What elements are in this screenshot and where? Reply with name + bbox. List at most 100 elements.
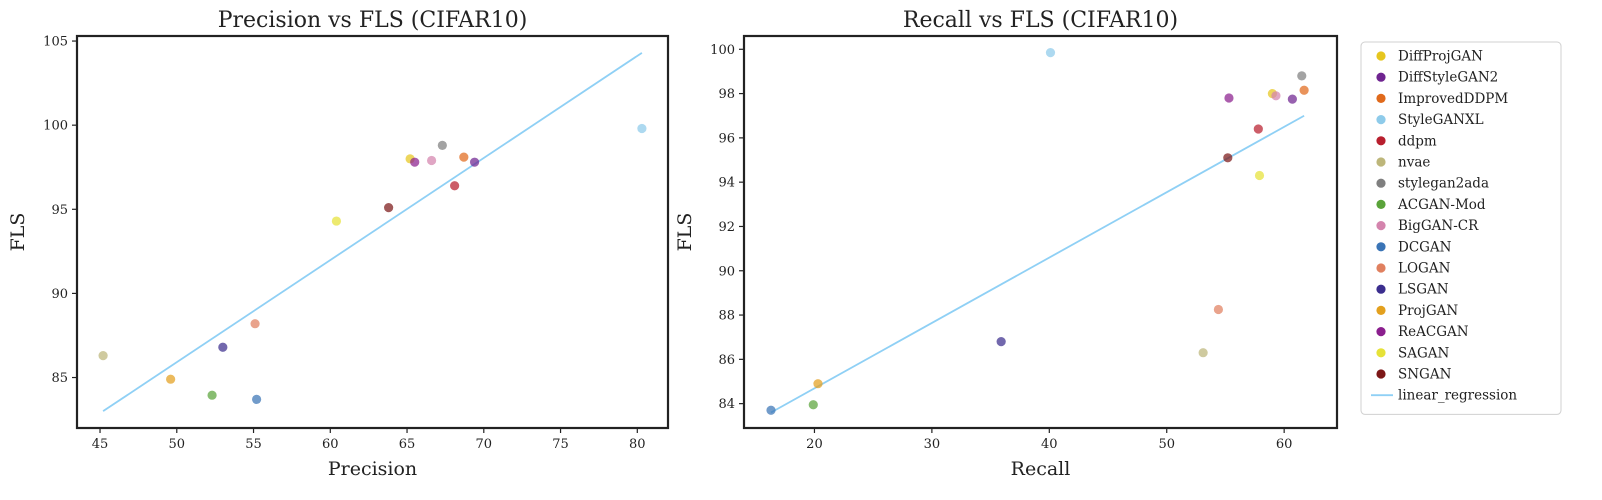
- legend-marker: [1376, 178, 1386, 188]
- x-tick-label: 55: [245, 437, 262, 452]
- legend-label: ddpm: [1398, 133, 1437, 149]
- point-projgan: [166, 374, 176, 384]
- legend-marker: [1376, 115, 1386, 125]
- legend-label: DiffStyleGAN2: [1398, 70, 1498, 86]
- x-tick-label: 75: [552, 437, 569, 452]
- legend-label: ReACGAN: [1398, 324, 1469, 340]
- legend-label: linear_regression: [1398, 388, 1517, 404]
- point-dcgan: [252, 394, 262, 404]
- legend-box: [1360, 41, 1562, 415]
- point-lsgan: [996, 337, 1006, 347]
- y-tick-label: 88: [718, 309, 735, 324]
- chart-panel-2: 20 30 40 50 60 84 86 88 90 92 94 96 98 100 Recall vs F…: [674, 8, 1339, 480]
- legend-label: LOGAN: [1398, 261, 1451, 277]
- point-improvedddpm: [459, 152, 469, 162]
- legend-marker: [1376, 284, 1386, 294]
- x-tick-label: 50: [1158, 437, 1175, 452]
- legend-label: nvae: [1398, 155, 1430, 171]
- y-tick-label: 85: [51, 371, 68, 386]
- point-lsgan: [218, 342, 228, 352]
- y-tick-label: 105: [43, 35, 68, 50]
- point-projgan: [813, 379, 823, 389]
- point-nvae: [1198, 348, 1208, 358]
- point-acgan-mod: [207, 390, 217, 400]
- legend-label: BigGAN-CR: [1398, 218, 1479, 234]
- point-sngan: [1223, 153, 1233, 163]
- legend-marker: [1376, 51, 1386, 61]
- point-reacgan: [410, 157, 420, 167]
- point-acgan-mod: [808, 400, 818, 410]
- chart-title: Recall vs FLS (CIFAR10): [903, 8, 1178, 33]
- point-stylegan2ada: [1297, 71, 1307, 81]
- legend-label: DCGAN: [1398, 239, 1452, 255]
- legend-marker: [1376, 242, 1386, 252]
- point-biggan-cr: [1271, 91, 1281, 101]
- legend-label: ImprovedDDPM: [1398, 91, 1508, 107]
- point-diffstylegan2: [1287, 94, 1297, 104]
- chart-panel-1: 45 50 55 60 65 70 75 80 85 90 95 100 105 Precision vs…: [7, 8, 670, 480]
- y-tick-label: 95: [51, 203, 68, 218]
- regression-line: [102, 52, 643, 412]
- point-dcgan: [766, 405, 776, 415]
- y-tick-label: 100: [43, 119, 68, 134]
- regression-line: [770, 114, 1305, 414]
- legend-marker: [1376, 369, 1386, 379]
- x-axis-label: Precision: [328, 458, 417, 480]
- legend-label: SNGAN: [1398, 367, 1452, 383]
- legend-marker: [1376, 221, 1386, 231]
- point-reacgan: [1224, 93, 1234, 103]
- legend-label: stylegan2ada: [1398, 176, 1489, 192]
- plot-frame: [742, 34, 1339, 430]
- y-tick-label: 98: [718, 87, 735, 102]
- x-tick-label: 30: [924, 437, 941, 452]
- x-tick-label: 60: [322, 437, 339, 452]
- y-tick-label: 90: [51, 287, 68, 302]
- point-improvedddpm: [1299, 85, 1309, 95]
- legend-label: SAGAN: [1398, 345, 1450, 361]
- point-logan: [250, 319, 260, 329]
- y-tick-label: 100: [710, 43, 735, 58]
- legend-label: LSGAN: [1398, 282, 1449, 298]
- legend-marker: [1376, 136, 1386, 146]
- y-tick-label: 92: [718, 220, 735, 235]
- legend-marker: [1376, 327, 1386, 337]
- legend-marker: [1376, 157, 1386, 167]
- chart-title: Precision vs FLS (CIFAR10): [218, 8, 528, 33]
- legend: DiffProjGAN DiffStyleGAN2 ImprovedDDPM Styl…: [1360, 41, 1562, 415]
- y-axis-label: FLS: [7, 213, 29, 252]
- plot-frame: [75, 34, 670, 430]
- x-tick-label: 65: [399, 437, 416, 452]
- y-axis-label: FLS: [674, 213, 696, 252]
- legend-marker: [1376, 93, 1386, 103]
- x-tick-label: 20: [806, 437, 823, 452]
- legend-marker: [1376, 263, 1386, 273]
- point-sagan: [331, 216, 342, 226]
- point-diffstylegan2: [469, 157, 480, 167]
- x-tick-label: 60: [1276, 437, 1293, 452]
- legend-marker: [1376, 72, 1386, 82]
- point-ddpm: [1253, 124, 1263, 134]
- x-tick-label: 80: [629, 437, 646, 452]
- point-styleganxl: [637, 123, 647, 134]
- legend-marker: [1376, 305, 1386, 315]
- x-tick-label: 50: [169, 437, 186, 452]
- y-tick-label: 84: [718, 397, 735, 412]
- point-biggan-cr: [427, 155, 437, 166]
- point-nvae: [98, 351, 108, 361]
- point-sngan: [384, 203, 394, 213]
- y-tick-label: 90: [718, 264, 735, 279]
- x-tick-label: 70: [476, 437, 493, 452]
- legend-marker: [1376, 199, 1386, 209]
- y-tick-label: 96: [718, 131, 735, 146]
- x-axis-label: Recall: [1011, 458, 1071, 480]
- point-logan: [1213, 304, 1223, 315]
- y-tick-label: 86: [718, 353, 735, 368]
- legend-label: DiffProjGAN: [1398, 49, 1483, 65]
- x-tick-label: 45: [92, 437, 109, 452]
- point-ddpm: [450, 181, 460, 191]
- point-stylegan2ada: [437, 140, 447, 150]
- y-tick-label: 94: [718, 176, 735, 191]
- legend-label: StyleGANXL: [1398, 112, 1484, 128]
- point-styleganxl: [1045, 48, 1056, 58]
